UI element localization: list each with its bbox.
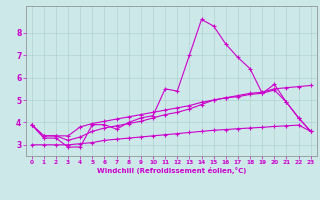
X-axis label: Windchill (Refroidissement éolien,°C): Windchill (Refroidissement éolien,°C) <box>97 167 246 174</box>
